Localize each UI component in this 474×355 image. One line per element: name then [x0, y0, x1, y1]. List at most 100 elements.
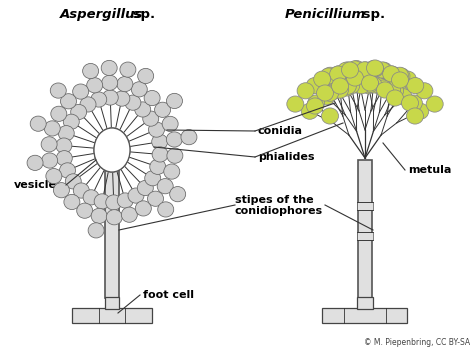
Bar — [105, 297, 119, 309]
Ellipse shape — [125, 95, 141, 110]
Ellipse shape — [136, 201, 151, 216]
Ellipse shape — [117, 77, 133, 92]
Ellipse shape — [152, 147, 168, 162]
Ellipse shape — [64, 114, 79, 129]
Ellipse shape — [308, 95, 325, 111]
Ellipse shape — [102, 90, 118, 105]
Ellipse shape — [114, 91, 130, 106]
Ellipse shape — [77, 203, 93, 218]
Ellipse shape — [94, 128, 130, 172]
Ellipse shape — [343, 78, 360, 94]
Ellipse shape — [393, 68, 410, 84]
Ellipse shape — [321, 85, 338, 101]
Bar — [358, 160, 372, 298]
Ellipse shape — [150, 159, 166, 174]
Text: sp.: sp. — [128, 8, 155, 21]
Ellipse shape — [170, 187, 186, 202]
Ellipse shape — [287, 96, 304, 112]
Text: foot cell: foot cell — [143, 290, 194, 300]
Ellipse shape — [383, 66, 400, 82]
Ellipse shape — [106, 210, 122, 225]
Ellipse shape — [91, 92, 107, 107]
Ellipse shape — [102, 75, 118, 90]
Ellipse shape — [407, 77, 424, 94]
Text: phialides: phialides — [258, 152, 315, 162]
Ellipse shape — [56, 151, 73, 166]
Ellipse shape — [375, 62, 392, 78]
Ellipse shape — [143, 111, 159, 126]
Ellipse shape — [329, 66, 346, 82]
Ellipse shape — [370, 78, 387, 94]
Ellipse shape — [365, 77, 382, 93]
Ellipse shape — [337, 62, 355, 78]
Ellipse shape — [152, 134, 168, 149]
Ellipse shape — [375, 80, 392, 96]
Ellipse shape — [162, 116, 178, 131]
Bar — [357, 297, 373, 309]
Ellipse shape — [58, 126, 74, 141]
Ellipse shape — [148, 122, 164, 137]
Ellipse shape — [46, 169, 62, 184]
Ellipse shape — [360, 78, 377, 94]
Bar — [72, 308, 152, 323]
Ellipse shape — [339, 78, 356, 94]
Text: metula: metula — [408, 165, 451, 175]
Ellipse shape — [338, 80, 355, 96]
Ellipse shape — [317, 85, 334, 101]
Ellipse shape — [383, 66, 401, 82]
Ellipse shape — [351, 76, 368, 93]
Text: Penicillium: Penicillium — [285, 8, 366, 21]
Ellipse shape — [395, 89, 412, 105]
Ellipse shape — [181, 130, 197, 145]
Ellipse shape — [426, 96, 443, 112]
Ellipse shape — [135, 102, 151, 117]
Ellipse shape — [362, 75, 379, 91]
Ellipse shape — [341, 62, 358, 78]
Ellipse shape — [131, 82, 147, 97]
Bar — [322, 308, 408, 323]
Ellipse shape — [331, 82, 348, 98]
Text: conidiophores: conidiophores — [235, 206, 323, 216]
Ellipse shape — [357, 62, 374, 78]
Ellipse shape — [137, 180, 153, 196]
Ellipse shape — [346, 61, 364, 77]
Ellipse shape — [65, 174, 81, 189]
Bar — [105, 158, 119, 298]
Bar — [357, 202, 373, 210]
Ellipse shape — [73, 183, 89, 198]
Ellipse shape — [348, 61, 365, 77]
Ellipse shape — [306, 77, 323, 94]
Ellipse shape — [54, 182, 69, 198]
Ellipse shape — [147, 191, 164, 206]
Text: conidia: conidia — [258, 126, 303, 136]
Ellipse shape — [392, 85, 409, 101]
Ellipse shape — [117, 193, 133, 208]
Ellipse shape — [64, 194, 80, 209]
Ellipse shape — [42, 153, 58, 168]
Ellipse shape — [382, 82, 399, 98]
Ellipse shape — [416, 83, 433, 99]
Ellipse shape — [44, 121, 60, 136]
Ellipse shape — [137, 69, 154, 83]
Ellipse shape — [41, 137, 57, 152]
Ellipse shape — [51, 106, 67, 121]
Ellipse shape — [374, 78, 391, 94]
Ellipse shape — [356, 62, 373, 78]
Ellipse shape — [412, 103, 428, 119]
Ellipse shape — [318, 89, 335, 105]
Ellipse shape — [144, 91, 160, 106]
Ellipse shape — [387, 83, 403, 99]
Ellipse shape — [166, 93, 182, 109]
Ellipse shape — [386, 90, 403, 106]
Ellipse shape — [73, 84, 89, 99]
Ellipse shape — [392, 72, 409, 88]
Ellipse shape — [50, 83, 66, 98]
Ellipse shape — [321, 108, 338, 124]
Ellipse shape — [366, 60, 383, 76]
Ellipse shape — [407, 108, 423, 124]
Ellipse shape — [366, 61, 383, 77]
Ellipse shape — [374, 62, 391, 78]
Ellipse shape — [56, 138, 72, 153]
Ellipse shape — [91, 208, 107, 224]
Ellipse shape — [399, 71, 416, 87]
